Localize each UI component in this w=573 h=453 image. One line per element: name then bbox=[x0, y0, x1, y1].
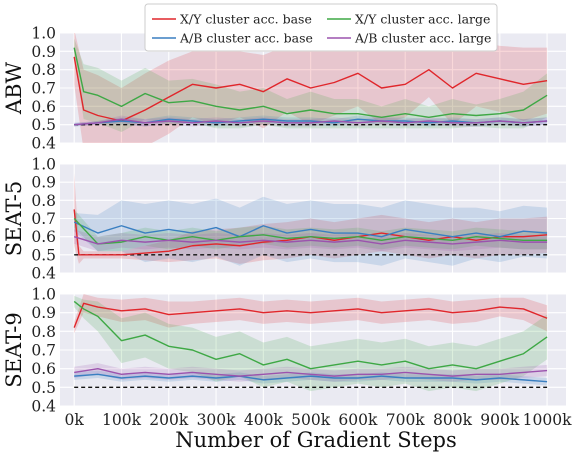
y-tick-label: 0.4 bbox=[31, 265, 56, 283]
x-tick-label: 400k bbox=[244, 411, 284, 429]
panel-seat-5: 0.40.50.60.70.80.91.0 SEAT-5 bbox=[2, 156, 566, 283]
y-tick-label: 0.9 bbox=[31, 43, 56, 61]
y-tick-label: 1.0 bbox=[31, 286, 56, 304]
y-tick-label: 0.8 bbox=[31, 192, 56, 210]
confidence-band bbox=[74, 363, 548, 382]
y-tick-label: 0.5 bbox=[31, 379, 56, 397]
x-tick-label: 800k bbox=[433, 411, 473, 429]
legend-label: X/Y cluster acc. large bbox=[355, 12, 490, 27]
confidence-band bbox=[74, 173, 548, 264]
x-tick-label: 900k bbox=[480, 411, 520, 429]
y-tick-label: 0.5 bbox=[31, 246, 56, 264]
confidence-band bbox=[74, 38, 548, 132]
y-tick-label: 0.4 bbox=[31, 135, 56, 153]
y-tick-label: 0.8 bbox=[31, 323, 56, 341]
y-tick-label: 0.9 bbox=[31, 304, 56, 322]
series-line bbox=[74, 373, 548, 383]
legend-label: A/B cluster acc. large bbox=[354, 31, 491, 46]
y-tick-label: 0.6 bbox=[31, 98, 56, 116]
y-axis-label: SEAT-5 bbox=[2, 181, 26, 257]
y-tick-label: 0.7 bbox=[31, 80, 56, 98]
x-axis-label: Number of Gradient Steps bbox=[175, 428, 457, 452]
y-tick-label: 1.0 bbox=[31, 156, 56, 174]
y-tick-label: 0.4 bbox=[31, 398, 56, 416]
confidence-band bbox=[74, 294, 548, 334]
y-tick-label: 0.9 bbox=[31, 174, 56, 192]
legend-label: A/B cluster acc. base bbox=[179, 31, 313, 46]
x-tick-label: 1000k bbox=[523, 411, 572, 429]
legend: X/Y cluster acc. base A/B cluster acc. ba… bbox=[144, 3, 498, 52]
series-line bbox=[74, 367, 548, 377]
y-tick-label: 0.8 bbox=[31, 61, 56, 79]
legend-label: X/Y cluster acc. base bbox=[180, 12, 312, 27]
x-tick-label: 600k bbox=[338, 411, 378, 429]
x-tick-label: 500k bbox=[291, 411, 331, 429]
x-tick-label: 0k bbox=[65, 411, 85, 429]
y-tick-label: 0.6 bbox=[31, 228, 56, 246]
series-line bbox=[73, 56, 548, 122]
series-line bbox=[73, 47, 548, 119]
y-tick-label: 0.7 bbox=[31, 342, 56, 360]
x-tick-label: 200k bbox=[149, 411, 189, 429]
confidence-band bbox=[74, 295, 548, 392]
series-line bbox=[73, 209, 548, 256]
series-line bbox=[73, 235, 548, 245]
panel-seat-9: 0.40.50.60.70.80.91.0 SEAT-9 bbox=[2, 286, 566, 416]
series-line bbox=[73, 218, 548, 245]
y-axis-label: SEAT-9 bbox=[2, 312, 26, 388]
x-tick-label: 100k bbox=[102, 411, 142, 429]
y-tick-label: 1.0 bbox=[31, 25, 56, 43]
x-tick-label: 700k bbox=[386, 411, 426, 429]
y-axis-label: ABW bbox=[2, 61, 26, 115]
series-line bbox=[73, 300, 548, 370]
x-tick-label: 300k bbox=[197, 411, 237, 429]
y-tick-label: 0.6 bbox=[31, 360, 56, 378]
y-tick-label: 0.7 bbox=[31, 210, 56, 228]
y-tick-label: 0.5 bbox=[31, 116, 56, 134]
series-line bbox=[73, 221, 548, 238]
legend-box bbox=[144, 3, 498, 52]
confidence-band bbox=[74, 196, 548, 266]
series-line bbox=[74, 118, 548, 126]
series-line bbox=[73, 302, 548, 328]
